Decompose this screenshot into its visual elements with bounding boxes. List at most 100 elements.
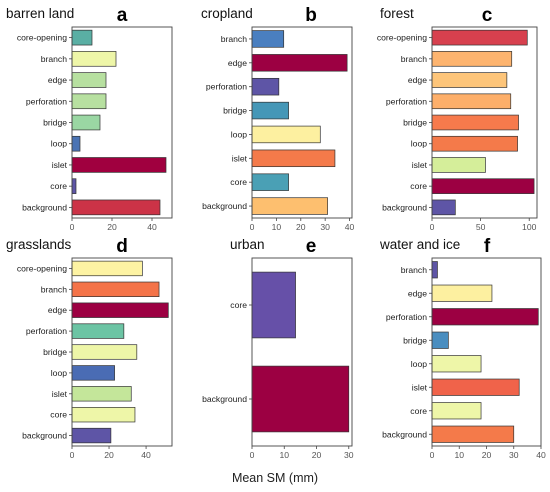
x-tick-label: 0 (250, 450, 255, 460)
panel-title: forest (380, 6, 414, 21)
panel-letter: e (306, 236, 317, 257)
bar-islet (431, 378, 520, 396)
category-label: loop (411, 359, 427, 369)
category-label: edge (408, 75, 427, 85)
panel-c: forest c core-opening branch edge perforation… (377, 5, 538, 232)
panel-title: urban (230, 237, 265, 252)
x-tick-label: 20 (312, 450, 322, 460)
x-tick-label: 0 (250, 222, 255, 232)
bar-perforation (431, 308, 539, 326)
panel-b: cropland b branch edge perforation bridge loop… (201, 5, 355, 232)
bar-edge (71, 302, 169, 318)
category-label: perforation (386, 96, 427, 106)
category-label: background (382, 202, 427, 212)
bar-islet (251, 149, 336, 168)
x-tick-label: 0 (430, 222, 435, 232)
category-label: edge (228, 58, 247, 68)
bar-background (431, 199, 456, 216)
x-tick-label: 0 (430, 450, 435, 460)
plot-frame (251, 26, 353, 219)
x-tick-label: 20 (296, 222, 306, 232)
category-label: core (230, 177, 247, 187)
category-label: edge (48, 75, 67, 85)
bar-core (431, 178, 535, 194)
bar-background (431, 425, 515, 443)
category-label: loop (411, 139, 427, 149)
bar-loop (71, 365, 115, 381)
x-tick-label: 40 (345, 222, 355, 232)
category-label: bridge (403, 335, 427, 345)
category-label: loop (231, 129, 247, 139)
bar-perforation (71, 93, 107, 110)
category-label: perforation (386, 312, 427, 322)
bar-perforation (431, 93, 512, 110)
category-label: branch (221, 34, 247, 44)
x-tick-label: 10 (454, 450, 464, 460)
bar-branch (71, 281, 160, 297)
x-tick-label: 40 (147, 222, 157, 232)
category-label: perforation (206, 82, 247, 92)
panel-f: water and ice f branch edge perforation bridg… (379, 236, 546, 460)
bar-bridge (71, 114, 101, 131)
category-label: islet (52, 389, 68, 399)
category-label: background (22, 431, 67, 441)
bar-core (251, 173, 289, 191)
category-label: branch (401, 265, 427, 275)
bar-core-opening (71, 29, 93, 46)
category-label: loop (51, 139, 67, 149)
plot-frame (71, 26, 173, 219)
bar-core-opening (71, 260, 143, 277)
category-label: edge (408, 288, 427, 298)
x-tick-label: 30 (509, 450, 519, 460)
category-label: loop (51, 368, 67, 378)
bar-edge (431, 72, 508, 88)
bar-islet (71, 157, 167, 173)
bar-loop (251, 125, 321, 144)
bar-core (251, 271, 296, 339)
bar-edge (251, 54, 348, 72)
panel-title: barren land (6, 6, 74, 21)
bar-bridge (251, 101, 289, 120)
x-tick-label: 40 (141, 450, 151, 460)
bar-loop (71, 135, 81, 152)
bar-background (251, 197, 328, 215)
bar-core-opening (431, 29, 528, 46)
bar-core (71, 407, 136, 423)
x-tick-label: 20 (104, 450, 114, 460)
bar-islet (71, 386, 132, 402)
bar-edge (71, 72, 107, 88)
bar-branch (251, 30, 285, 48)
category-label: core-opening (17, 33, 67, 43)
category-label: islet (52, 160, 68, 170)
bar-loop (431, 135, 518, 152)
category-label: bridge (43, 118, 67, 128)
panel-e: urban e core background 0 10 20 30 (202, 236, 354, 460)
panel-letter: c (482, 5, 493, 26)
category-label: bridge (223, 106, 247, 116)
bar-branch (431, 51, 513, 67)
panel-letter: f (484, 236, 491, 257)
panel-title: cropland (201, 6, 253, 21)
bar-core (71, 178, 77, 194)
bar-bridge (71, 344, 138, 360)
category-label: perforation (26, 326, 67, 336)
bar-background (71, 427, 112, 444)
x-tick-label: 50 (476, 222, 486, 232)
panel-a: barren land a core-opening branch edge perfor… (6, 5, 173, 232)
panel-d: grasslands d core-opening branch edge perfora… (6, 236, 173, 460)
category-label: bridge (403, 118, 427, 128)
category-label: core (410, 181, 427, 191)
category-label: bridge (43, 347, 67, 357)
x-tick-label: 0 (70, 222, 75, 232)
bar-bridge (431, 331, 449, 349)
category-label: islet (412, 382, 428, 392)
category-label: background (22, 202, 67, 212)
category-label: branch (401, 54, 427, 64)
category-label: core (50, 410, 67, 420)
bar-edge (431, 284, 493, 302)
x-tick-label: 10 (272, 222, 282, 232)
category-label: islet (232, 153, 248, 163)
panel-letter: a (117, 5, 128, 26)
category-label: edge (48, 305, 67, 315)
